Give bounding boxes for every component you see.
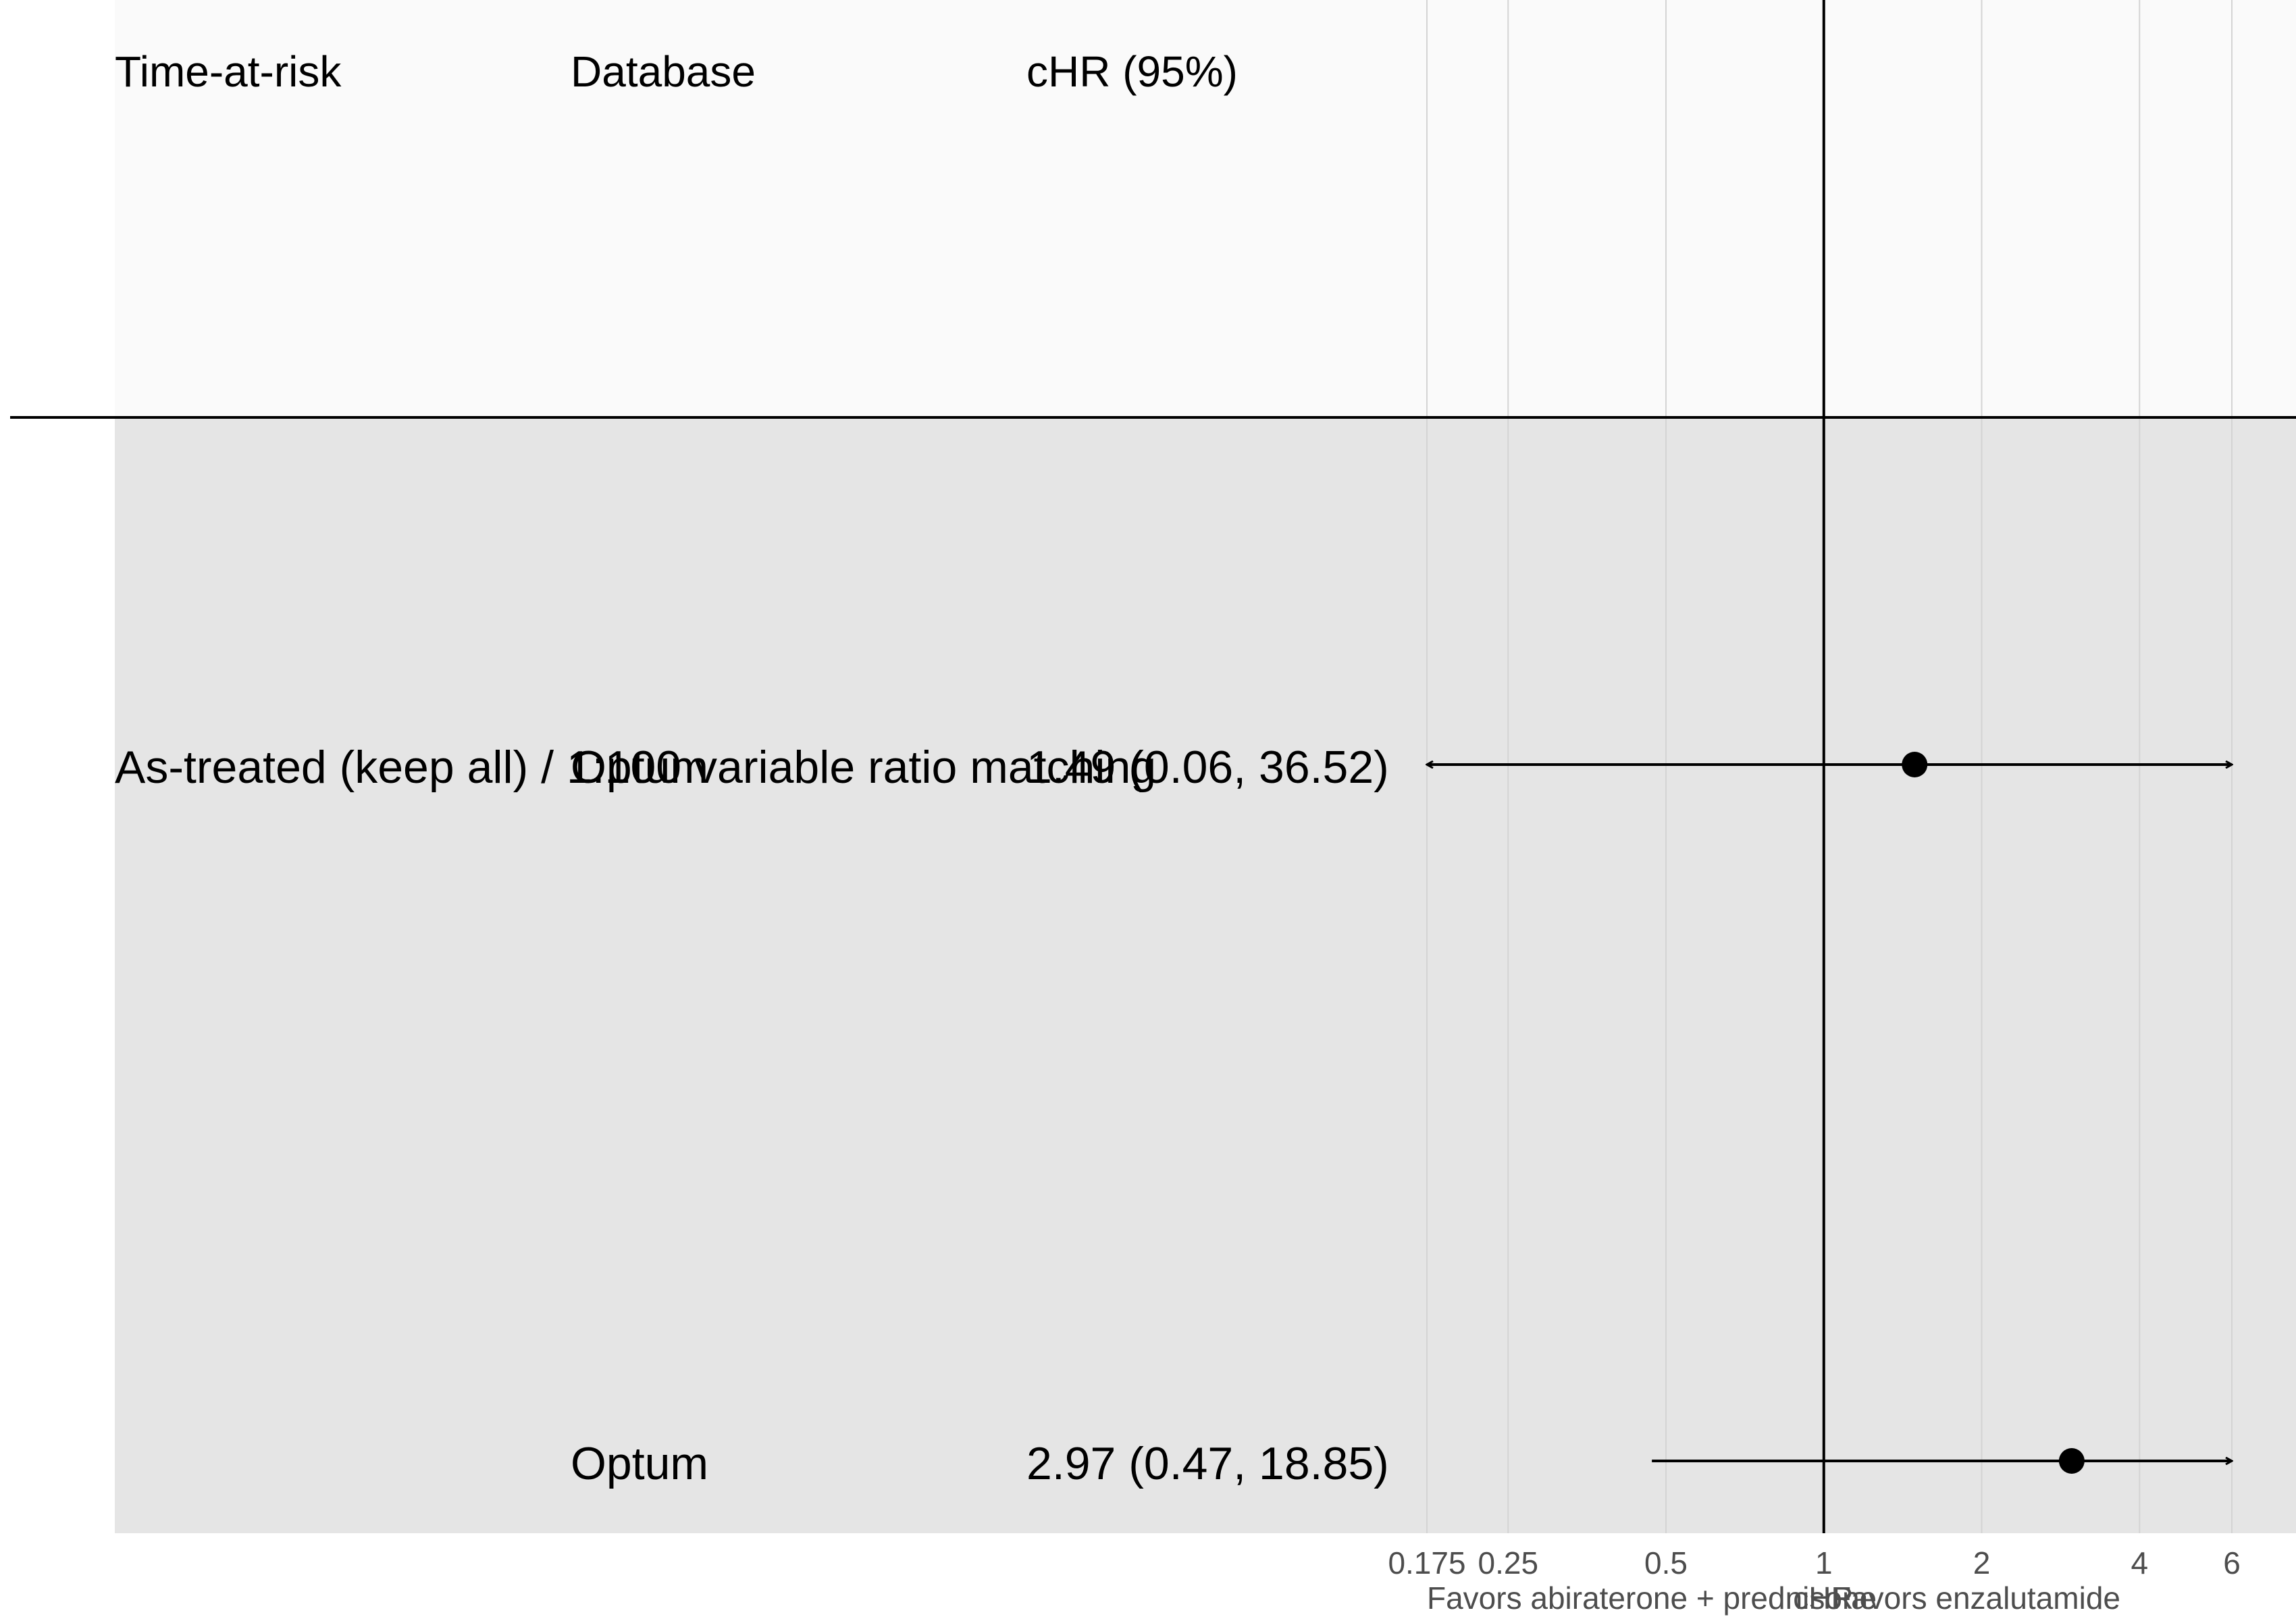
header-band [115, 0, 2296, 417]
x-tick-label-3: 1 [1815, 1545, 1833, 1580]
x-tick-label-0: 0.175 [1388, 1545, 1465, 1580]
x-tick-label-1: 0.25 [1478, 1545, 1539, 1580]
favors-right-label: Favors enzalutamide [1832, 1580, 2120, 1616]
x-axis-ticks: 0.175 0.25 0.5 1 2 4 6 [1388, 1545, 2240, 1580]
point-estimate-row-1 [1902, 752, 1928, 777]
header-database: Database [571, 47, 756, 96]
estimate-marks [1427, 752, 2232, 1474]
row-1-database: Optum [571, 742, 708, 793]
x-axis-label: cHR [1793, 1580, 1853, 1616]
header-estimate: cHR (95%) [1026, 47, 1238, 96]
row-1-estimate-label: 1.49 (0.06, 36.52) [1026, 742, 1389, 793]
point-estimate-row-2 [2058, 1448, 2085, 1474]
favors-left-label: Favors abiraterone + prednisone [1427, 1580, 1877, 1616]
row-1-time-at-risk: As-treated (keep all) / 1:100 variable r… [115, 742, 1156, 793]
header-time-at-risk: Time-at-risk [115, 47, 342, 96]
x-tick-label-4: 2 [1973, 1545, 1991, 1580]
x-tick-label-6: 6 [2223, 1545, 2241, 1580]
x-tick-label-2: 0.5 [1644, 1545, 1688, 1580]
row-2-estimate-label: 2.97 (0.47, 18.85) [1026, 1438, 1389, 1489]
row-2-database: Optum [571, 1438, 708, 1489]
rows-band [115, 417, 2296, 1533]
x-tick-label-5: 4 [2131, 1545, 2148, 1580]
